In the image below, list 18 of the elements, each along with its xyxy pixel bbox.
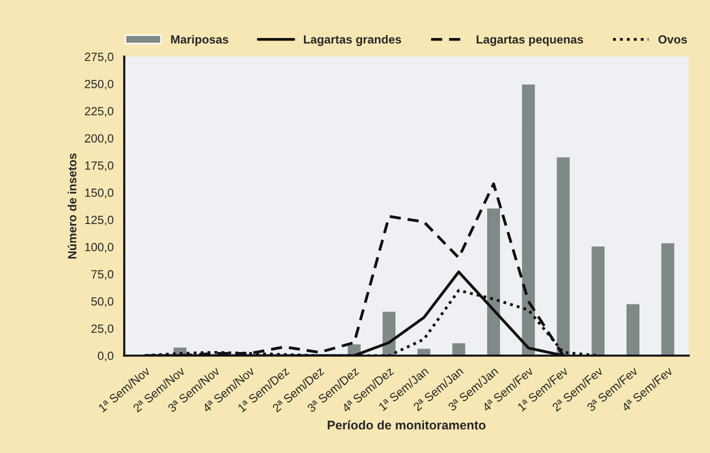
legend-label: Ovos <box>658 35 687 44</box>
y-tick-label: 75,0 <box>91 270 114 280</box>
y-axis-title: Número de insetos <box>68 153 76 258</box>
y-tick-label: 25,0 <box>91 324 114 334</box>
y-tick-label: 100,0 <box>85 242 114 253</box>
y-tick-label: 0,0 <box>98 352 114 362</box>
y-tick-label: 175,0 <box>85 161 114 172</box>
y-tick-label: 275,0 <box>84 52 114 62</box>
x-axis-title: Período de monitoramento <box>328 420 486 430</box>
y-tick-label: 250,0 <box>84 80 114 90</box>
legend-label: Lagartas pequenas <box>476 35 584 46</box>
y-tick-label: 150,0 <box>85 188 114 198</box>
y-tick-label: 225,0 <box>84 107 114 117</box>
y-tick-label: 200,0 <box>84 134 114 144</box>
y-tick-label: 50,0 <box>91 297 114 308</box>
legend-label: Mariposas <box>171 34 228 46</box>
y-tick-label: 125,0 <box>85 216 114 226</box>
legend-label: Lagartas grandes <box>304 34 402 46</box>
